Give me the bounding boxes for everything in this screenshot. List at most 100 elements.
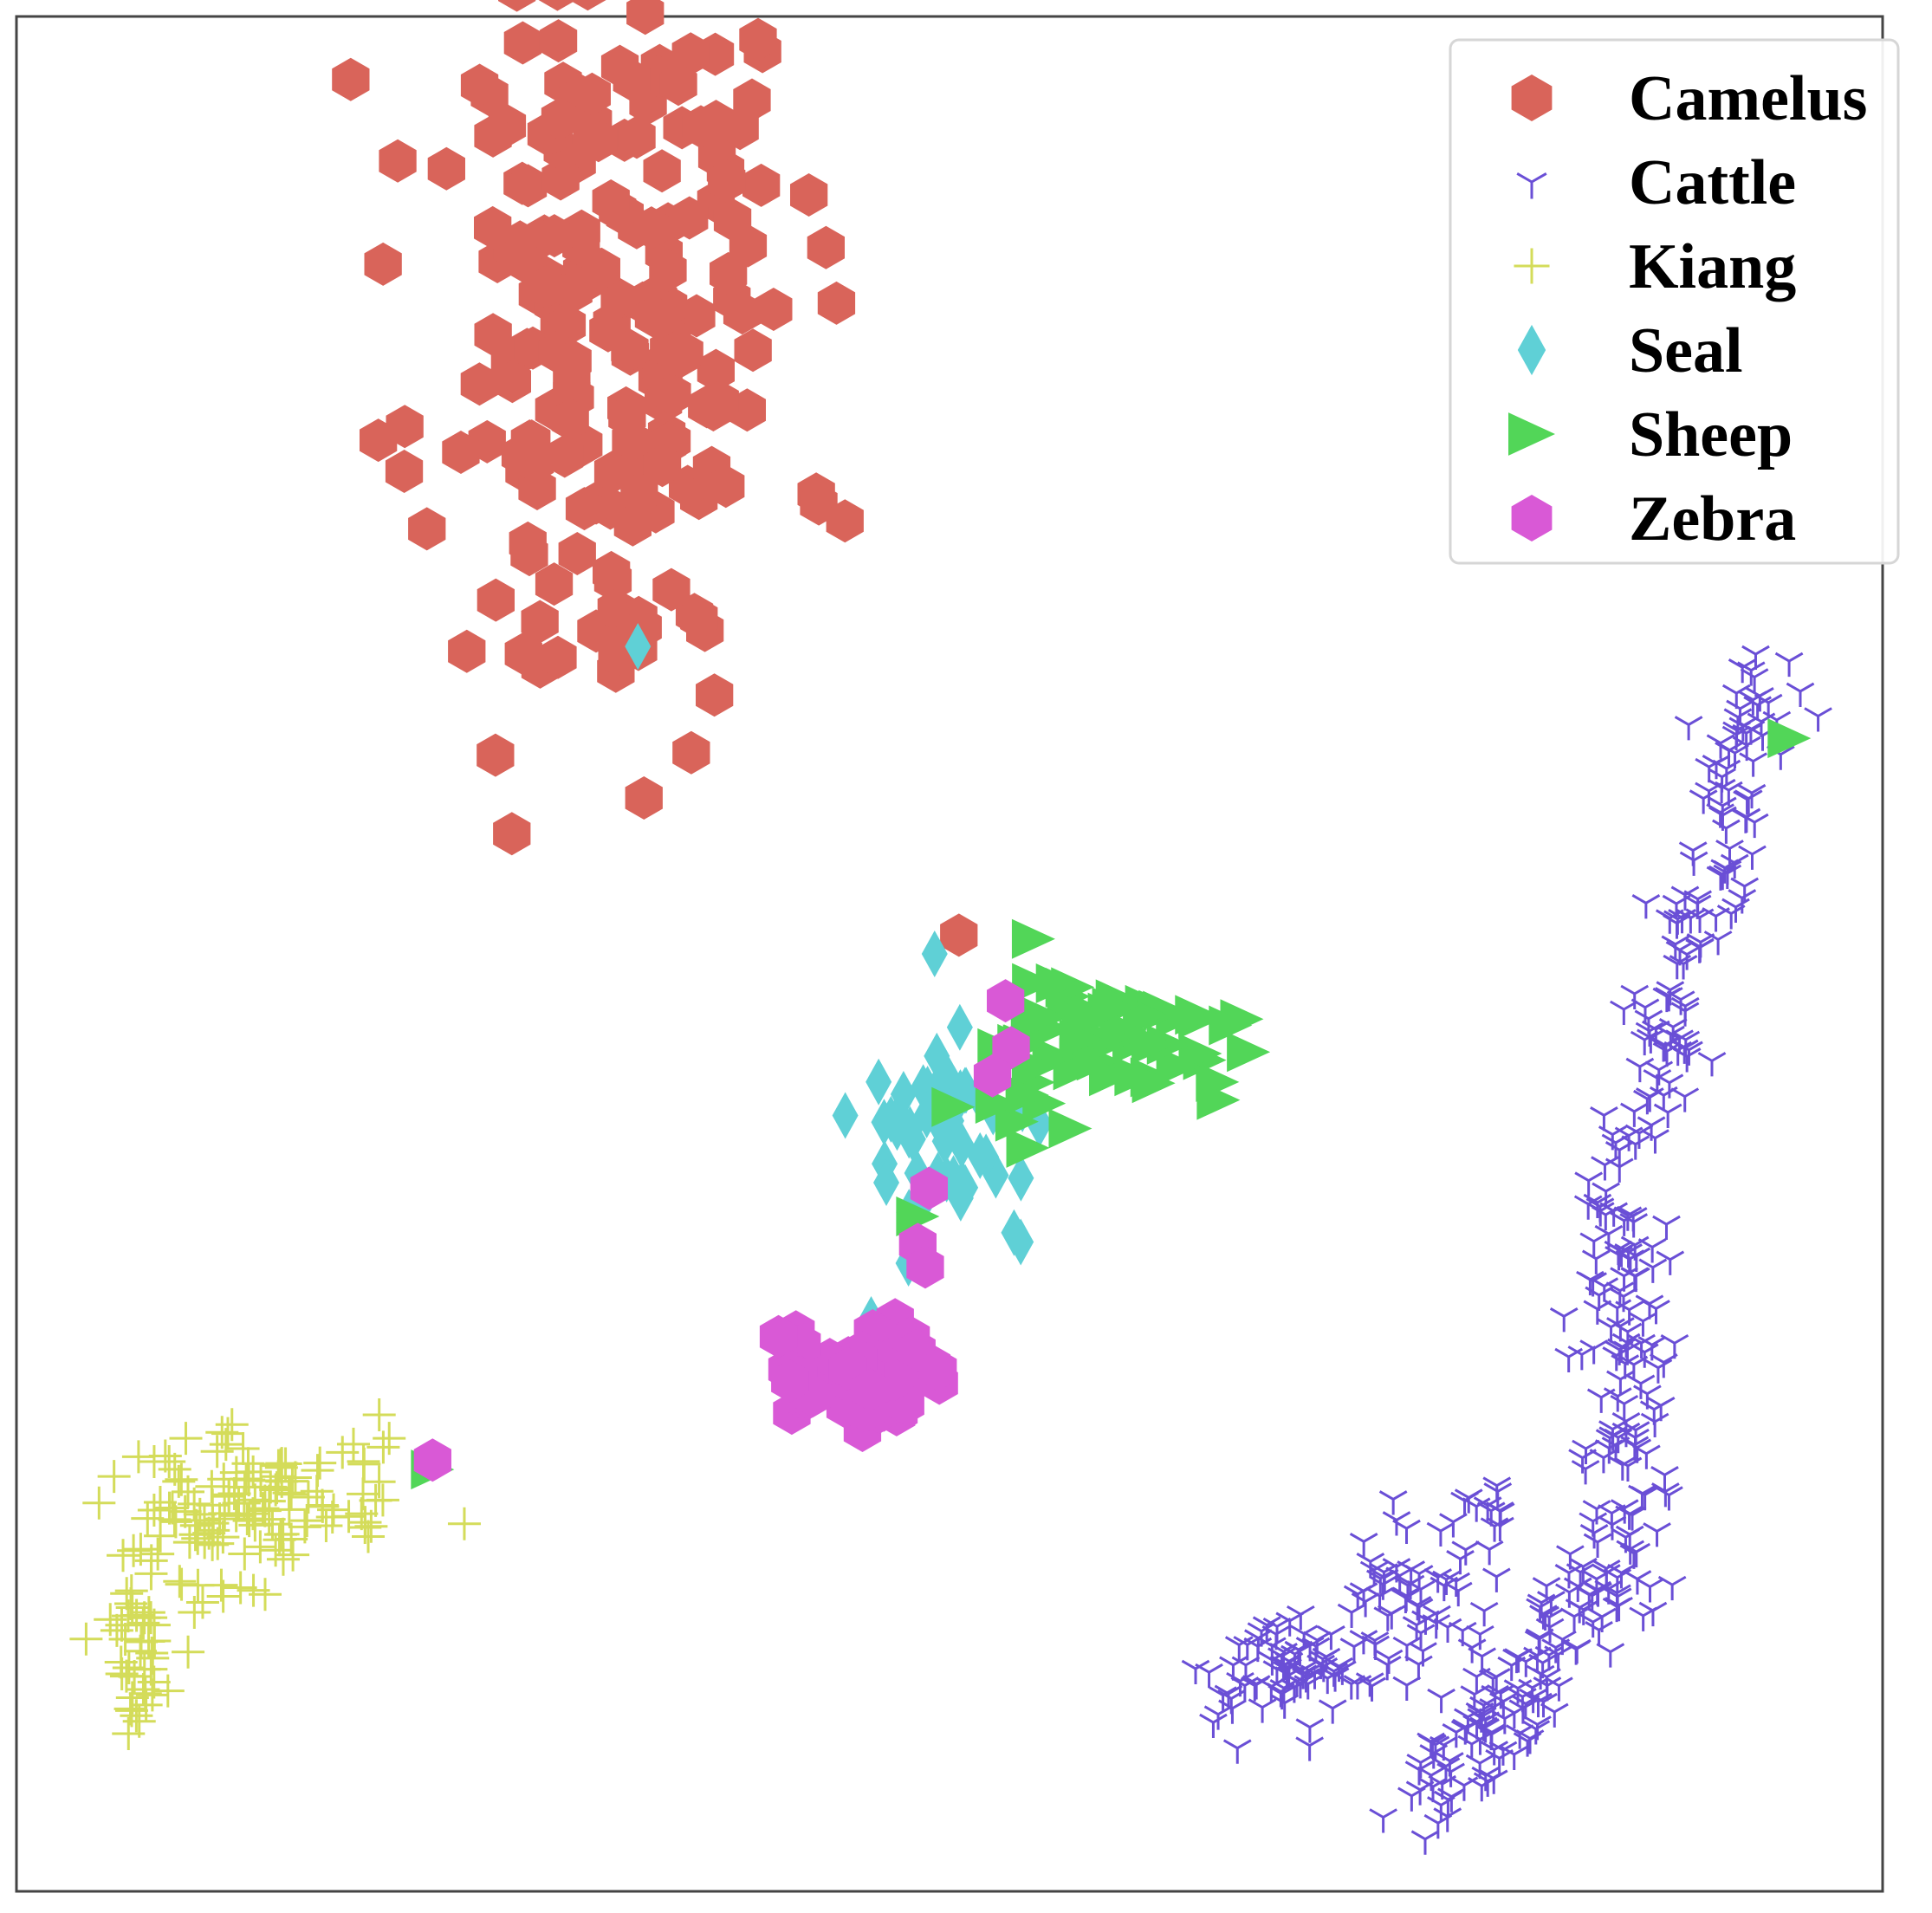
cattle-point — [1318, 1699, 1347, 1724]
kiang-point — [362, 1465, 396, 1499]
legend-marker-camelus — [1511, 75, 1553, 121]
kiang-point — [118, 1660, 152, 1694]
cattle-point — [1686, 933, 1715, 958]
zebra-point — [771, 1359, 809, 1403]
cattle-point — [1349, 1533, 1378, 1558]
cattle-point — [1486, 1516, 1514, 1542]
camelus-point — [379, 139, 417, 183]
camelus-point — [408, 507, 446, 551]
cattle-point — [1738, 845, 1767, 870]
kiang-point — [69, 1622, 103, 1656]
cattle-point — [1712, 819, 1741, 844]
cattle-point — [1707, 778, 1736, 804]
camelus-point — [493, 360, 531, 404]
camelus-point — [442, 431, 480, 474]
cattle-point — [1643, 1359, 1673, 1384]
sheep-point — [1048, 1108, 1092, 1149]
cattle-point — [1534, 1608, 1564, 1633]
zebra-point — [906, 1245, 944, 1289]
sheep-point — [1196, 1080, 1241, 1120]
camelus-point — [474, 313, 512, 357]
kiang-point — [262, 1449, 295, 1482]
cattle-point — [1482, 1567, 1511, 1592]
cattle-point — [1649, 1086, 1678, 1112]
cattle-point — [1359, 1560, 1389, 1586]
cattle-point — [1574, 1171, 1604, 1196]
cattle-point — [1804, 707, 1832, 732]
camelus-point — [448, 629, 486, 673]
cattle-point — [1195, 1663, 1223, 1689]
cattle-point — [1605, 1158, 1634, 1183]
cattle-point — [1595, 1429, 1624, 1454]
cattle-point — [1523, 1646, 1552, 1671]
cattle-point — [1643, 1522, 1671, 1547]
cattle-point — [1403, 1595, 1432, 1621]
cattle-point — [1728, 889, 1757, 914]
cattle-point — [1295, 1736, 1324, 1761]
cattle-point — [1579, 1339, 1608, 1365]
cattle-point — [1500, 1745, 1529, 1770]
cattle-point — [1378, 1490, 1408, 1515]
kiang-point — [163, 1565, 197, 1598]
points-layer — [69, 0, 1832, 1855]
cattle-point — [1697, 1052, 1727, 1077]
cattle-point — [1733, 790, 1761, 815]
cattle-point — [1374, 1649, 1404, 1674]
cattle-point — [1505, 1724, 1534, 1749]
cattle-point — [1485, 1749, 1514, 1774]
camelus-point — [723, 291, 762, 335]
camelus-point — [634, 295, 673, 339]
kiang-point — [276, 1538, 310, 1572]
kiang-point — [113, 1692, 147, 1726]
cattle-point — [1638, 1601, 1668, 1627]
zebra-point — [992, 1026, 1030, 1070]
cattle-point — [1620, 1235, 1650, 1261]
cattle-point — [1181, 1659, 1210, 1685]
legend-label-zebra: Zebra — [1629, 483, 1796, 554]
camelus-point — [682, 105, 720, 149]
kiang-point — [132, 1596, 165, 1630]
series-zebra — [413, 979, 1030, 1482]
kiang-point — [259, 1473, 293, 1507]
cattle-point — [1601, 1436, 1631, 1462]
kiang-point — [259, 1534, 293, 1567]
camelus-point — [573, 72, 611, 116]
zebra-point — [973, 1054, 1012, 1098]
sheep-point — [1021, 996, 1066, 1037]
sheep-point — [1035, 963, 1079, 1003]
camelus-point — [504, 632, 542, 676]
cattle-point — [1598, 1504, 1626, 1529]
camelus-point — [546, 434, 584, 478]
cattle-point — [1591, 1156, 1619, 1181]
kiang-point — [108, 1623, 142, 1657]
cattle-point — [1405, 1780, 1435, 1806]
camelus-point — [541, 157, 580, 201]
camelus-point — [612, 418, 650, 463]
cattle-point — [1602, 1346, 1631, 1372]
seal-point — [948, 1121, 975, 1169]
kiang-point — [447, 1507, 481, 1540]
zebra-point — [910, 1166, 948, 1210]
cattle-point — [1619, 1355, 1649, 1381]
zebra-point — [919, 1348, 957, 1391]
cattle-point — [1312, 1647, 1341, 1673]
cattle-point — [1313, 1669, 1342, 1695]
camelus-point — [477, 578, 515, 622]
kiang-point — [300, 1475, 334, 1508]
cattle-point — [1219, 1656, 1248, 1681]
camelus-point — [583, 0, 604, 6]
cattle-point — [1656, 981, 1685, 1006]
camelus-point — [551, 398, 589, 442]
kiang-point — [188, 1526, 222, 1560]
kiang-point — [97, 1460, 131, 1494]
cattle-point — [1621, 1421, 1650, 1446]
cattle-point — [1715, 741, 1743, 767]
camelus-point — [710, 251, 748, 295]
cattle-point — [1716, 905, 1746, 930]
cattle-point — [1583, 1300, 1612, 1325]
cattle-point — [1678, 841, 1708, 866]
seal-point — [1008, 1154, 1034, 1202]
legend-label-sheep: Sheep — [1629, 399, 1793, 470]
cattle-point — [1586, 1388, 1616, 1413]
camelus-point — [734, 328, 772, 373]
